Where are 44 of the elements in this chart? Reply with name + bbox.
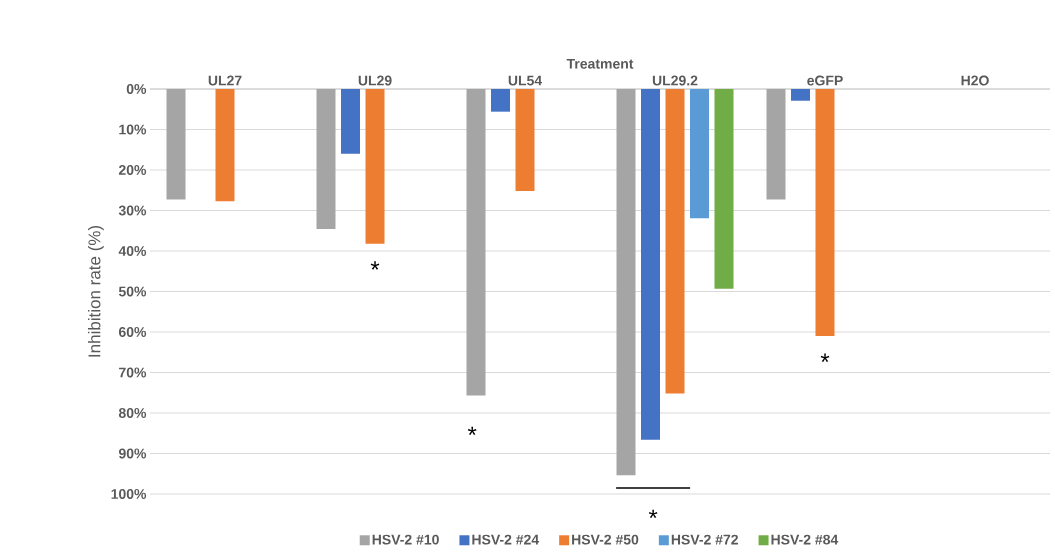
y-tick-label: 40% [118, 246, 147, 256]
y-tick-label: 80% [118, 408, 147, 418]
legend-label: HSV-2 #24 [472, 534, 540, 545]
bar [341, 89, 360, 154]
y-tick-label: 100% [111, 489, 147, 499]
y-tick-label: 50% [118, 286, 147, 297]
annotation: * [820, 353, 830, 363]
bar [791, 89, 810, 101]
y-tick-label: 60% [118, 327, 147, 337]
x-axis-title: Treatment [566, 58, 634, 69]
x-tick-label: H2O [961, 75, 989, 86]
legend-label: HSV-2 #84 [771, 534, 839, 545]
bar [714, 89, 734, 289]
bar [316, 89, 336, 230]
y-tick-label: 20% [118, 165, 147, 175]
bar [466, 89, 486, 396]
x-tick-label: eGFP [807, 75, 843, 86]
bar [690, 89, 709, 219]
legend-label: HSV-2 #10 [372, 534, 439, 545]
bar [641, 89, 660, 440]
bar [665, 89, 685, 394]
bar [515, 89, 535, 192]
annotation: * [467, 426, 477, 436]
bar [166, 89, 186, 200]
bar [766, 89, 786, 200]
y-axis-title: Inhibition rate (%) [87, 225, 104, 357]
x-tick-label: UL54 [508, 75, 543, 86]
bar [365, 89, 385, 244]
bar [491, 89, 510, 112]
x-tick-label: UL29.2 [652, 75, 698, 86]
bar [616, 89, 636, 476]
annotation: * [370, 261, 380, 270]
bar [815, 89, 835, 337]
y-tick-label: 90% [118, 448, 147, 459]
bar [215, 89, 235, 202]
y-tick-label: 10% [119, 124, 147, 135]
y-tick-label: 70% [119, 367, 147, 378]
x-tick-label: UL27 [208, 75, 242, 86]
legend-label: HSV-2 #72 [671, 534, 738, 545]
x-tick-label: UL29 [358, 75, 392, 86]
y-tick-label: 30% [118, 205, 147, 216]
y-tick-label: 0% [126, 84, 147, 94]
legend-label: HSV-2 #50 [572, 534, 639, 545]
text: * [648, 509, 658, 519]
